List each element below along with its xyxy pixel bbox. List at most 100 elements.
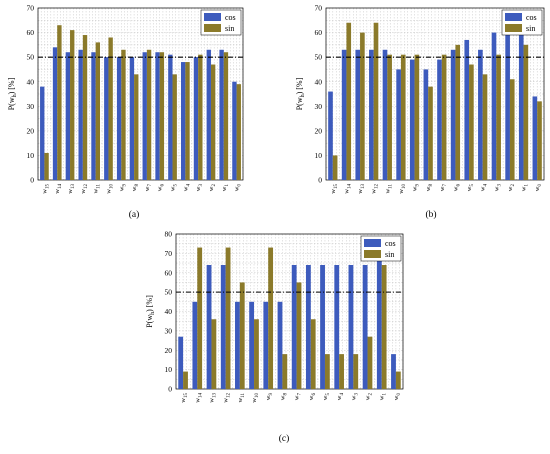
x-tick-label: w7 bbox=[294, 393, 303, 401]
plot-area-border bbox=[37, 7, 244, 181]
y-tick-label: 50 bbox=[27, 53, 35, 62]
legend-swatch-cos bbox=[505, 13, 522, 21]
bar-sin bbox=[332, 155, 338, 180]
bar-sin bbox=[482, 74, 488, 180]
panel-label: (b) bbox=[425, 209, 436, 220]
x-tick-label: w4 bbox=[336, 393, 345, 401]
y-tick-label: 70 bbox=[165, 249, 173, 258]
legend-label-sin: sin bbox=[385, 250, 394, 259]
bar-cos bbox=[220, 265, 226, 389]
y-tick-label: 20 bbox=[315, 126, 323, 135]
x-tick-label: w0 bbox=[234, 184, 243, 192]
bar-cos bbox=[478, 49, 483, 181]
bar-sin bbox=[387, 54, 392, 180]
bar-sin bbox=[367, 336, 373, 389]
x-tick-label: w5 bbox=[322, 393, 331, 401]
bar-cos bbox=[155, 52, 160, 180]
y-axis-label: P(wh) [%] bbox=[7, 77, 18, 110]
y-tick-label: 50 bbox=[165, 288, 173, 297]
y-tick-label: 60 bbox=[27, 28, 35, 37]
bar-cos bbox=[129, 57, 135, 181]
y-axis-label: P(wh) [%] bbox=[145, 295, 156, 328]
bar-sin bbox=[268, 247, 274, 389]
chart-panel-3: 0 10 20 30 40 50 60 70 80 w15 w14 w13 w12 w11 w10 w9 w8 w… bbox=[145, 230, 404, 444]
y-tick-label: 40 bbox=[27, 77, 35, 86]
bar-cos bbox=[277, 301, 283, 389]
bar-sin bbox=[428, 86, 433, 180]
y-tick-label: 40 bbox=[165, 307, 173, 316]
bar-cos bbox=[263, 301, 269, 389]
x-tick-label: w6 bbox=[452, 184, 461, 192]
bar-cos bbox=[376, 247, 382, 389]
x-tick-label: w15 bbox=[41, 184, 50, 194]
bar-cos bbox=[409, 59, 415, 180]
bar-cos bbox=[91, 52, 96, 180]
bar-cos bbox=[348, 265, 354, 389]
y-tick-label: 0 bbox=[318, 176, 322, 185]
bar-sin bbox=[225, 247, 231, 389]
y-tick-label: 10 bbox=[165, 365, 173, 374]
bar-sin bbox=[400, 54, 406, 180]
x-tick-label: w2 bbox=[208, 184, 217, 192]
y-tick-label: 20 bbox=[165, 346, 173, 355]
y-tick-label: 60 bbox=[165, 268, 173, 277]
bar-cos bbox=[328, 91, 333, 180]
bar-cos bbox=[52, 47, 58, 180]
bar-sin bbox=[360, 32, 365, 181]
bar-sin bbox=[339, 354, 344, 389]
x-tick-label: w11 bbox=[237, 393, 246, 403]
legend-swatch-sin bbox=[505, 24, 522, 32]
bar-sin bbox=[185, 62, 190, 180]
bar-cos bbox=[178, 336, 184, 389]
x-tick-label: w14 bbox=[54, 184, 63, 194]
bar-cos bbox=[450, 49, 456, 181]
x-tick-label: w14 bbox=[343, 184, 352, 194]
bar-sin bbox=[70, 30, 75, 180]
y-tick-label: 30 bbox=[315, 102, 323, 111]
legend-swatch-cos bbox=[204, 13, 221, 21]
x-tick-label: w5 bbox=[170, 184, 179, 192]
bar-cos bbox=[40, 86, 45, 180]
bar-sin bbox=[108, 37, 113, 180]
x-tick-label: w15 bbox=[330, 184, 339, 194]
bar-sin bbox=[210, 64, 216, 180]
bar-sin bbox=[353, 354, 359, 389]
x-tick-label: w10 bbox=[251, 393, 260, 403]
x-tick-label: w15 bbox=[180, 393, 189, 403]
bar-sin bbox=[373, 22, 379, 180]
bar-sin bbox=[134, 74, 139, 180]
bar-cos bbox=[65, 52, 71, 180]
bar-sin bbox=[509, 79, 515, 180]
bar-sin bbox=[95, 42, 101, 181]
bar-sin bbox=[523, 44, 529, 180]
bar-cos bbox=[362, 265, 368, 389]
panel-label: (a) bbox=[129, 209, 140, 220]
x-tick-label: w11 bbox=[384, 184, 393, 194]
bar-sin bbox=[537, 101, 542, 180]
bar-cos bbox=[232, 81, 237, 180]
bar-cos bbox=[437, 59, 442, 180]
legend-label-sin: sin bbox=[225, 24, 234, 33]
x-tick-label: w1 bbox=[221, 184, 230, 192]
y-tick-label: 40 bbox=[315, 77, 323, 86]
bar-sin bbox=[239, 282, 245, 389]
legend: cos sin bbox=[360, 235, 402, 262]
x-tick-label: w8 bbox=[279, 393, 288, 401]
legend-label-cos: cos bbox=[225, 13, 236, 22]
bar-sin bbox=[172, 74, 177, 180]
x-tick-label: w3 bbox=[493, 184, 502, 192]
x-tick-label: w12 bbox=[371, 184, 380, 194]
x-tick-label: w12 bbox=[223, 393, 232, 403]
bar-sin bbox=[146, 49, 152, 181]
bar-cos bbox=[249, 301, 255, 389]
bar-cos bbox=[193, 57, 199, 181]
bar-cos bbox=[78, 49, 83, 181]
x-tick-label: w1 bbox=[521, 184, 530, 192]
legend-swatch-sin bbox=[204, 24, 221, 32]
y-tick-label: 70 bbox=[27, 4, 35, 13]
bar-sin bbox=[324, 354, 330, 389]
x-tick-label: w7 bbox=[439, 184, 448, 192]
bar-sin bbox=[469, 64, 474, 180]
bar-sin bbox=[254, 319, 259, 389]
x-tick-label: w0 bbox=[393, 393, 402, 401]
